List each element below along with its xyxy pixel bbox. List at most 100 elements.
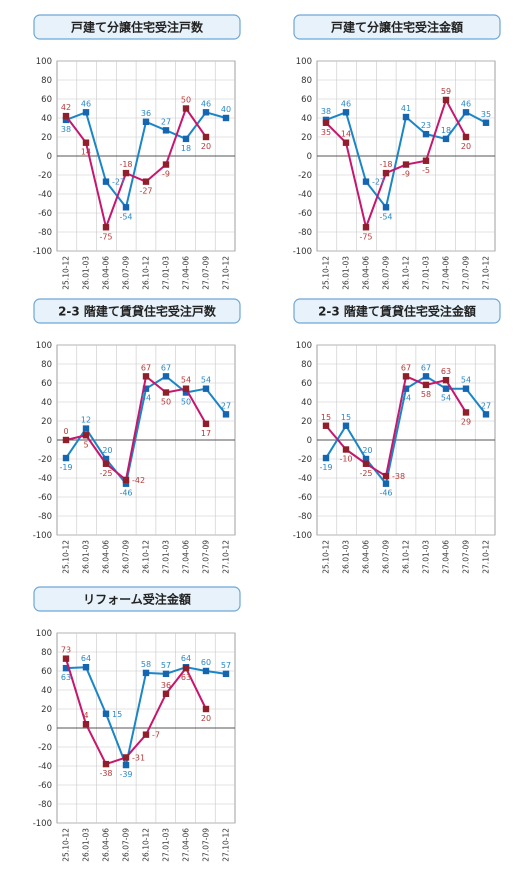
y-tick-label: 0 xyxy=(47,436,52,446)
y-tick-label: -20 xyxy=(298,455,312,465)
y-tick-label: 80 xyxy=(301,360,312,370)
data-point-red xyxy=(142,178,150,185)
y-tick-label: 0 xyxy=(47,152,52,162)
y-tick-label: 40 xyxy=(41,114,52,124)
data-label-blue: 15 xyxy=(112,710,122,719)
data-point-red xyxy=(122,754,130,761)
data-point-red xyxy=(62,112,70,120)
x-tick-label: H27.04-06 xyxy=(182,828,191,862)
y-tick-label: -60 xyxy=(38,493,52,503)
data-point-blue xyxy=(362,178,370,185)
x-tick-label: H26.07-09 xyxy=(122,256,131,290)
data-point-red xyxy=(382,472,390,480)
y-tick-label: -40 xyxy=(38,190,52,200)
data-label-red: 29 xyxy=(461,417,471,426)
data-point-blue xyxy=(162,373,170,380)
data-point-blue xyxy=(142,118,150,125)
data-point-blue xyxy=(102,710,110,717)
data-point-red xyxy=(202,133,210,141)
data-label-blue: 15 xyxy=(341,413,351,422)
data-point-blue xyxy=(202,109,210,116)
chart-title-box: 2-3 階建て賃貸住宅受注戸数 xyxy=(33,298,241,324)
data-point-blue xyxy=(62,664,70,672)
data-point-red xyxy=(102,224,110,231)
y-tick-label: 60 xyxy=(41,379,52,389)
data-point-blue xyxy=(462,109,470,116)
data-label-blue: 40 xyxy=(221,105,231,114)
y-tick-label: -100 xyxy=(293,531,312,541)
x-tick-label: H26.10-12 xyxy=(142,828,151,862)
y-tick-label: -80 xyxy=(38,800,52,810)
data-label-red: 50 xyxy=(161,398,171,407)
x-tick-label: H27.01-03 xyxy=(162,828,171,862)
data-label-red: -27 xyxy=(139,187,152,196)
x-tick-label: H26.10-12 xyxy=(402,540,411,574)
y-tick-label: 100 xyxy=(36,629,52,639)
data-label-blue: 12 xyxy=(81,416,91,425)
data-point-red xyxy=(362,460,370,467)
y-tick-label: -40 xyxy=(38,762,52,772)
data-point-blue xyxy=(122,204,130,211)
series-line-red xyxy=(325,98,467,229)
x-tick-label: H27.07-09 xyxy=(462,540,471,574)
x-tick-label: H25.10-12 xyxy=(322,540,331,574)
x-tick-label: H27.10-12 xyxy=(482,256,491,290)
data-point-red xyxy=(202,705,210,713)
data-label-blue: 67 xyxy=(421,363,431,372)
data-point-blue xyxy=(322,454,330,462)
data-point-blue xyxy=(342,422,350,429)
data-label-blue: -27 xyxy=(112,178,125,187)
data-label-blue: 46 xyxy=(461,99,471,108)
data-label-blue: 64 xyxy=(81,654,91,663)
y-tick-label: -60 xyxy=(38,781,52,791)
x-tick-label: H27.01-03 xyxy=(162,256,171,290)
data-label-blue: 60 xyxy=(201,658,211,667)
data-label-red: 20 xyxy=(461,142,471,151)
y-tick-label: 80 xyxy=(41,76,52,86)
data-label-red: 59 xyxy=(441,87,451,96)
data-label-red: -75 xyxy=(359,232,372,241)
data-point-red xyxy=(162,690,170,697)
data-point-blue xyxy=(482,411,490,418)
data-label-blue: 54 xyxy=(461,376,471,385)
data-point-red xyxy=(342,139,350,146)
data-label-red: -9 xyxy=(162,170,170,179)
data-label-blue: 18 xyxy=(181,144,191,153)
data-point-red xyxy=(102,460,110,467)
data-point-red xyxy=(422,157,430,164)
data-point-blue xyxy=(342,109,350,116)
x-tick-label: H25.10-12 xyxy=(62,828,71,862)
x-tick-label: H26.10-12 xyxy=(402,256,411,290)
y-tick-label: -40 xyxy=(298,190,312,200)
data-point-red xyxy=(122,476,130,484)
y-tick-label: 20 xyxy=(301,417,312,427)
data-label-blue: -54 xyxy=(119,212,132,221)
data-label-blue: 36 xyxy=(141,109,151,118)
data-label-blue: 64 xyxy=(181,654,191,663)
data-label-blue: 54 xyxy=(441,394,451,403)
x-tick-label: H26.07-09 xyxy=(122,828,131,862)
data-label-blue: 63 xyxy=(61,673,71,682)
y-tick-label: 40 xyxy=(301,114,312,124)
data-label-red: -25 xyxy=(99,469,112,478)
y-tick-label: -60 xyxy=(298,493,312,503)
chart-title: 2-3 階建て賃貸住宅受注戸数 xyxy=(58,304,217,319)
y-tick-label: 20 xyxy=(301,133,312,143)
data-label-red: 4 xyxy=(83,711,88,720)
data-label-red: 20 xyxy=(201,142,211,151)
data-point-blue xyxy=(222,411,230,418)
x-tick-label: H26.04-06 xyxy=(102,828,111,862)
x-tick-label: H25.10-12 xyxy=(62,540,71,574)
data-point-blue xyxy=(202,667,210,675)
chart-title-box: 戸建て分譲住宅受注金額 xyxy=(293,14,501,40)
data-point-blue xyxy=(462,385,470,392)
data-label-blue: 46 xyxy=(81,99,91,108)
data-label-red: -18 xyxy=(119,160,132,169)
y-tick-label: -80 xyxy=(298,228,312,238)
x-tick-label: H27.07-09 xyxy=(202,256,211,290)
data-point-blue xyxy=(422,130,430,138)
chart-svg: 戸建て分譲住宅受注金額 100 80 60 40 20 0 -20 -40 -60 -80 -100 H… xyxy=(293,14,501,290)
data-label-blue: 54 xyxy=(141,394,151,403)
data-point-blue xyxy=(362,455,370,463)
title-background xyxy=(293,14,501,40)
